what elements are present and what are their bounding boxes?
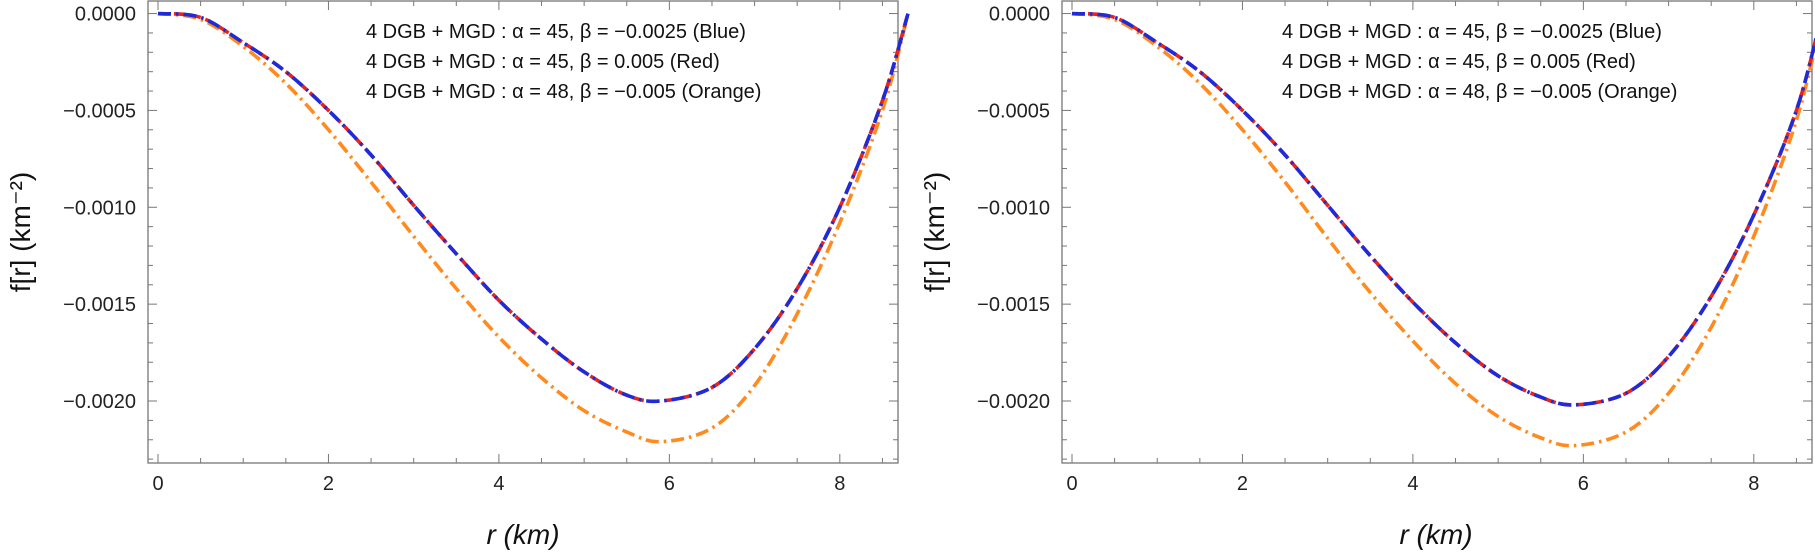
x-tick-label: 4 <box>1407 473 1418 495</box>
y-tick-label: −0.0005 <box>977 100 1050 122</box>
y-axis-title: f[r] (km⁻²) <box>919 172 950 293</box>
x-tick-label: 6 <box>664 473 675 495</box>
y-tick-label: 0.0000 <box>989 4 1050 26</box>
series-line-2 <box>1071 11 1815 448</box>
x-axis-title: r (km) <box>1399 519 1472 550</box>
y-axis-title: f[r] (km⁻²) <box>5 172 36 293</box>
legend-entry: 4 DGB + MGD : α = 48, β = −0.005 (Orange… <box>1282 81 1677 103</box>
x-tick-label: 0 <box>1066 473 1077 495</box>
y-tick-label: −0.0005 <box>63 100 136 122</box>
x-tick-label: 4 <box>493 473 504 495</box>
y-tick-label: −0.0015 <box>977 294 1050 316</box>
x-tick-label: 2 <box>1237 473 1248 495</box>
plot-frame <box>147 0 899 464</box>
y-tick-label: −0.0020 <box>63 391 136 413</box>
x-tick-label: 6 <box>1578 473 1589 495</box>
y-tick-label: 0.0000 <box>75 4 136 26</box>
x-tick-label: 2 <box>323 473 334 495</box>
y-tick-label: −0.0010 <box>63 197 136 219</box>
x-tick-label: 8 <box>834 473 845 495</box>
legend-entry: 4 DGB + MGD : α = 45, β = 0.005 (Red) <box>1282 51 1636 73</box>
legend-entry: 4 DGB + MGD : α = 45, β = −0.0025 (Blue) <box>1282 21 1662 43</box>
series-line-0 <box>157 11 910 404</box>
chart-panel-left: 0 2 4 6 8 0.0000 −0.0005 −0.0010 −0.0015 −0.0020 r… <box>5 0 910 550</box>
legend-entry: 4 DGB + MGD : α = 45, β = −0.0025 (Blue) <box>366 21 746 43</box>
legend-entry: 4 DGB + MGD : α = 45, β = 0.005 (Red) <box>366 51 720 73</box>
y-tick-label: −0.0015 <box>63 294 136 316</box>
series-line-1 <box>1071 11 1815 407</box>
x-tick-label: 0 <box>152 473 163 495</box>
legend-entry: 4 DGB + MGD : α = 48, β = −0.005 (Orange… <box>366 81 761 103</box>
y-tick-label: −0.0010 <box>977 197 1050 219</box>
y-tick-label: −0.0020 <box>977 391 1050 413</box>
series-line-2 <box>157 11 910 444</box>
x-tick-label: 8 <box>1748 473 1759 495</box>
chart-panel-right: 0 2 4 6 8 0.0000 −0.0005 −0.0010 −0.0015 −0.0020 r… <box>919 0 1815 550</box>
x-axis-title: r (km) <box>486 519 559 550</box>
plot-frame <box>1061 0 1813 464</box>
